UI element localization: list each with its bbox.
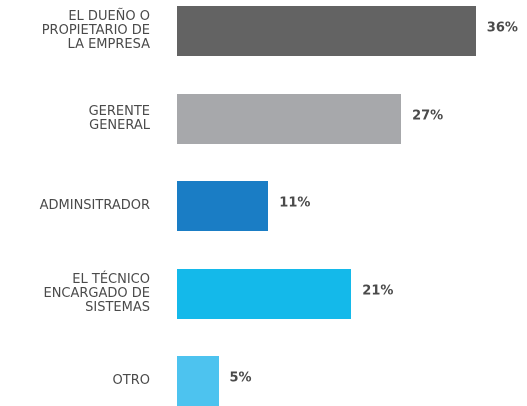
bar [177, 6, 476, 56]
value-label: 27% [412, 108, 444, 123]
value-label: 11% [279, 195, 311, 211]
bar [177, 268, 352, 319]
bar [177, 356, 219, 406]
value-label: 36% [486, 20, 518, 36]
category-label: EL DUEÑO O PROPIETARIO DE LA EMPRESA [41, 9, 150, 52]
category-label: GERENTE GENERAL [88, 103, 150, 133]
bar [177, 181, 269, 231]
bar [177, 93, 402, 144]
category-label: EL TÉCNICO ENCARGADO DE SISTEMAS [43, 271, 150, 315]
category-label: OTRO [112, 373, 150, 388]
value-label: 21% [362, 283, 394, 298]
value-label: 5% [229, 370, 252, 386]
category-label: ADMINSITRADOR [39, 198, 150, 213]
